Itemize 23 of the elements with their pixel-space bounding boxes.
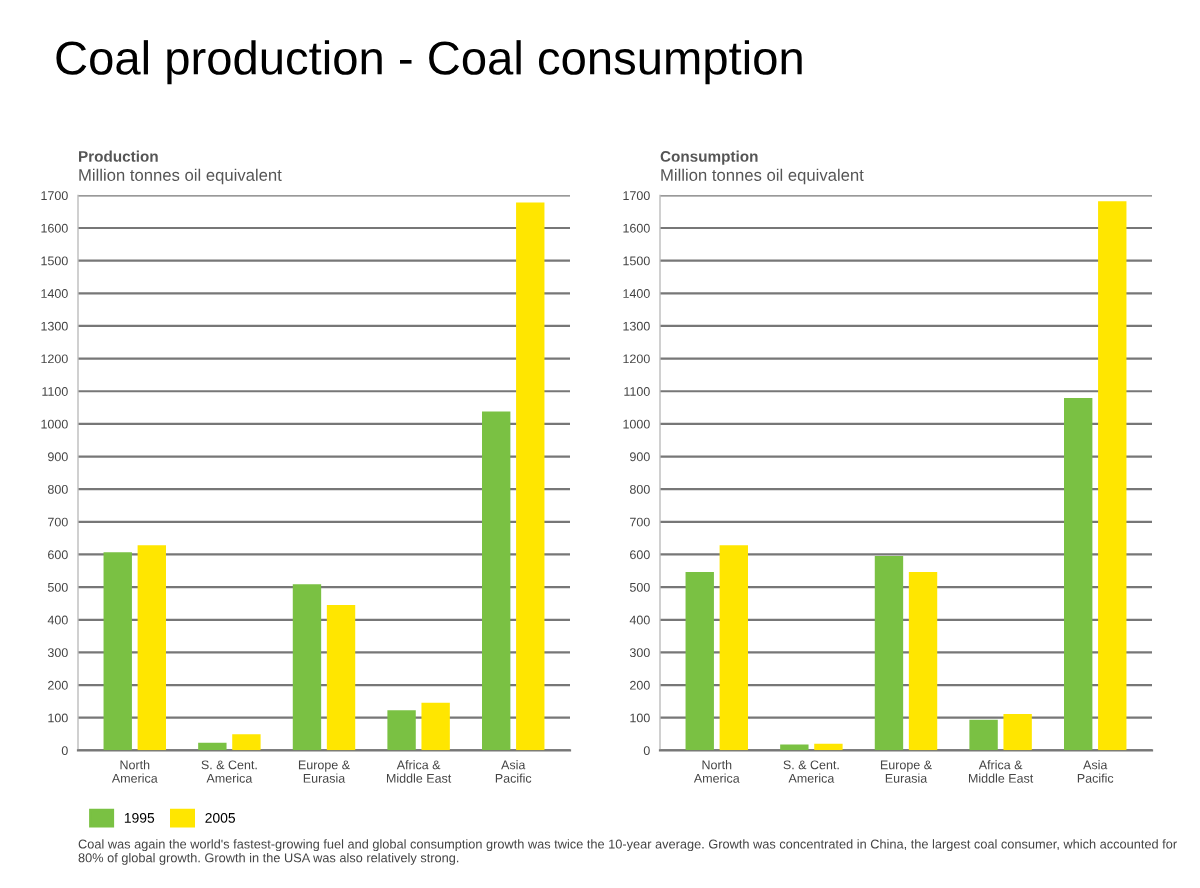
- bar: [232, 734, 261, 751]
- bar: [719, 545, 748, 751]
- bar: [421, 702, 450, 751]
- bar: [908, 572, 938, 751]
- bar: [1064, 398, 1093, 751]
- bar: [874, 556, 904, 751]
- bar: [103, 552, 132, 751]
- bar: [780, 744, 809, 751]
- bar: [198, 742, 227, 751]
- bar: [814, 743, 843, 751]
- y-axis-title: Million tonnes oil equivalent: [661, 168, 864, 185]
- bar: [137, 545, 166, 751]
- text: Coal production - Coal consumption: [56, 40, 802, 85]
- bar: [387, 710, 416, 751]
- bar: [1003, 714, 1032, 751]
- bar: [326, 605, 356, 751]
- bar: [969, 719, 998, 751]
- y-axis-title: Million tonnes oil equivalent: [79, 168, 282, 185]
- bar: [516, 202, 545, 751]
- bar: [482, 411, 511, 751]
- bar: [292, 584, 322, 751]
- bar: [685, 572, 714, 751]
- bar: [1098, 201, 1127, 751]
